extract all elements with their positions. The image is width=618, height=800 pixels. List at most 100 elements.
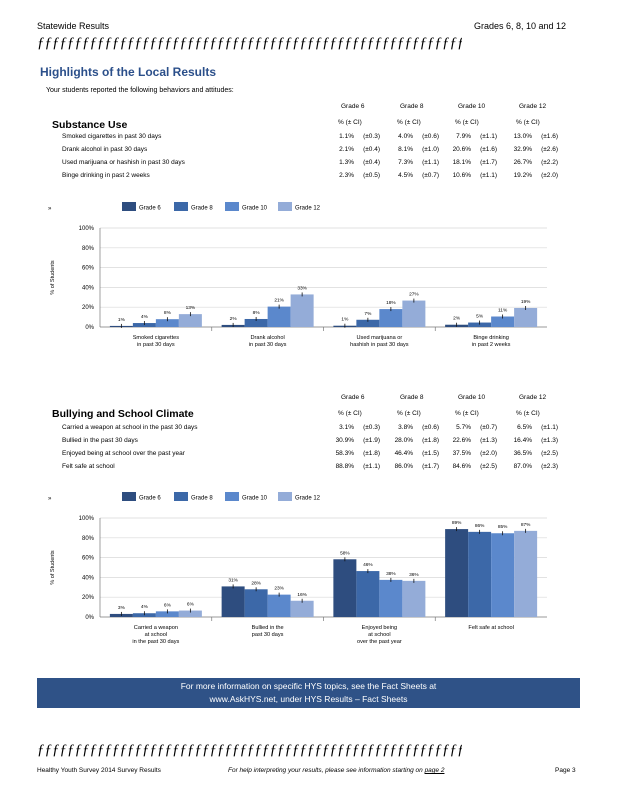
bar <box>379 579 403 617</box>
legend-label: Grade 6 <box>139 206 161 212</box>
ci-header: % (± CI) <box>338 410 362 417</box>
row-ci: (±1.9) <box>363 437 380 444</box>
category-label: Enjoyed being <box>362 625 397 631</box>
row-ci: (±1.7) <box>480 159 497 166</box>
row-ci: (±1.1) <box>480 133 497 140</box>
bar <box>514 307 538 327</box>
bar <box>244 318 268 327</box>
grade-header: Grade 10 <box>458 103 486 110</box>
row-value: 13.0% <box>513 133 532 140</box>
row-ci: (±0.7) <box>480 424 497 431</box>
footer-page-link[interactable]: page 2 <box>424 767 445 774</box>
data-label: 31% <box>228 577 238 583</box>
bar <box>402 300 426 327</box>
grade-header: Grade 10 <box>458 394 486 401</box>
legend-label: Grade 8 <box>191 206 213 212</box>
legend-label: Grade 10 <box>242 206 268 212</box>
row-value: 19.2% <box>513 172 532 179</box>
bar <box>402 580 426 617</box>
row-value: 84.6% <box>452 463 471 470</box>
bar <box>290 294 314 327</box>
row-ci: (±0.3) <box>363 133 380 140</box>
row-value: 7.3% <box>398 159 413 166</box>
row-ci: (±0.6) <box>422 424 439 431</box>
row-value: 2.3% <box>339 172 354 179</box>
legend-label: Grade 10 <box>242 496 268 502</box>
legend-swatch <box>225 202 239 211</box>
page-title: Highlights of the Local Results <box>40 65 217 79</box>
row-ci: (±0.7) <box>422 172 439 179</box>
row-ci: (±0.3) <box>363 424 380 431</box>
y-axis-label: % of Students <box>50 260 56 294</box>
category-label: at school <box>145 632 167 638</box>
legend-corner-mark: » <box>48 496 52 502</box>
substance-chart: » Grade 6 Grade 8 Grade 10 Grade 12 0% 20% 40% 6… <box>48 202 547 348</box>
ci-header: % (± CI) <box>338 119 362 126</box>
bar <box>356 319 380 327</box>
category-label: Bullied in the <box>252 625 284 631</box>
row-ci: (±2.2) <box>541 159 558 166</box>
bar <box>514 530 538 617</box>
bar <box>379 309 403 327</box>
row-ci: (±2.3) <box>541 463 558 470</box>
y-tick-label: 0% <box>85 325 94 331</box>
data-label: 36% <box>409 572 419 578</box>
row-value: 28.0% <box>394 437 413 444</box>
y-tick-label: 100% <box>79 226 95 232</box>
data-label: 8% <box>164 310 172 316</box>
ci-header: % (± CI) <box>516 119 540 126</box>
row-ci: (±1.7) <box>422 463 439 470</box>
data-label: 13% <box>186 305 196 311</box>
row-value: 1.3% <box>339 159 354 166</box>
row-ci: (±1.6) <box>480 146 497 153</box>
row-value: 6.5% <box>517 424 532 431</box>
row-value: 4.5% <box>398 172 413 179</box>
category-label: past 30 days <box>252 632 284 638</box>
data-label: 33% <box>297 285 307 291</box>
footer-left: Healthy Youth Survey 2014 Survey Results <box>37 767 161 774</box>
legend-swatch <box>174 492 188 501</box>
data-label: 46% <box>363 562 373 568</box>
ci-header: % (± CI) <box>397 410 421 417</box>
row-ci: (±0.4) <box>363 159 380 166</box>
data-label: 21% <box>274 298 284 304</box>
category-label: at school <box>368 632 390 638</box>
data-label: 7% <box>364 311 372 317</box>
bar <box>333 559 357 617</box>
row-value: 8.1% <box>398 146 413 153</box>
y-tick-label: 60% <box>82 266 95 272</box>
data-label: 85% <box>498 524 508 530</box>
row-value: 36.5% <box>513 450 532 457</box>
data-label: 27% <box>409 292 419 298</box>
data-label: 18% <box>386 300 396 306</box>
data-label: 28% <box>251 580 261 586</box>
row-ci: (±2.6) <box>541 146 558 153</box>
row-ci: (±0.6) <box>422 133 439 140</box>
footer-middle: For help interpreting your results, plea… <box>228 767 444 774</box>
category-label: in past 30 days <box>249 342 287 348</box>
category-label: in the past 30 days <box>132 639 179 645</box>
category-label: over the past year <box>357 639 402 645</box>
data-label: 16% <box>297 592 307 598</box>
bar <box>290 600 314 617</box>
row-value: 87.0% <box>513 463 532 470</box>
data-label: 2% <box>230 316 238 322</box>
row-value: 7.9% <box>456 133 471 140</box>
y-tick-label: 100% <box>79 516 95 522</box>
row-value: 22.6% <box>452 437 471 444</box>
data-label: 4% <box>141 604 149 610</box>
section-title: Substance Use <box>52 119 128 131</box>
row-ci: (±1.8) <box>363 450 380 457</box>
row-ci: (±2.0) <box>541 172 558 179</box>
legend-swatch <box>278 202 292 211</box>
data-label: 89% <box>452 520 462 526</box>
row-label: Binge drinking in past 2 weeks <box>62 172 150 179</box>
row-label: Carried a weapon at school in the past 3… <box>62 424 198 431</box>
row-ci: (±1.1) <box>541 424 558 431</box>
row-value: 20.6% <box>452 146 471 153</box>
bar <box>445 529 469 617</box>
data-label: 86% <box>475 523 485 529</box>
row-value: 18.1% <box>452 159 471 166</box>
legend-swatch <box>174 202 188 211</box>
data-label: 58% <box>340 550 350 556</box>
